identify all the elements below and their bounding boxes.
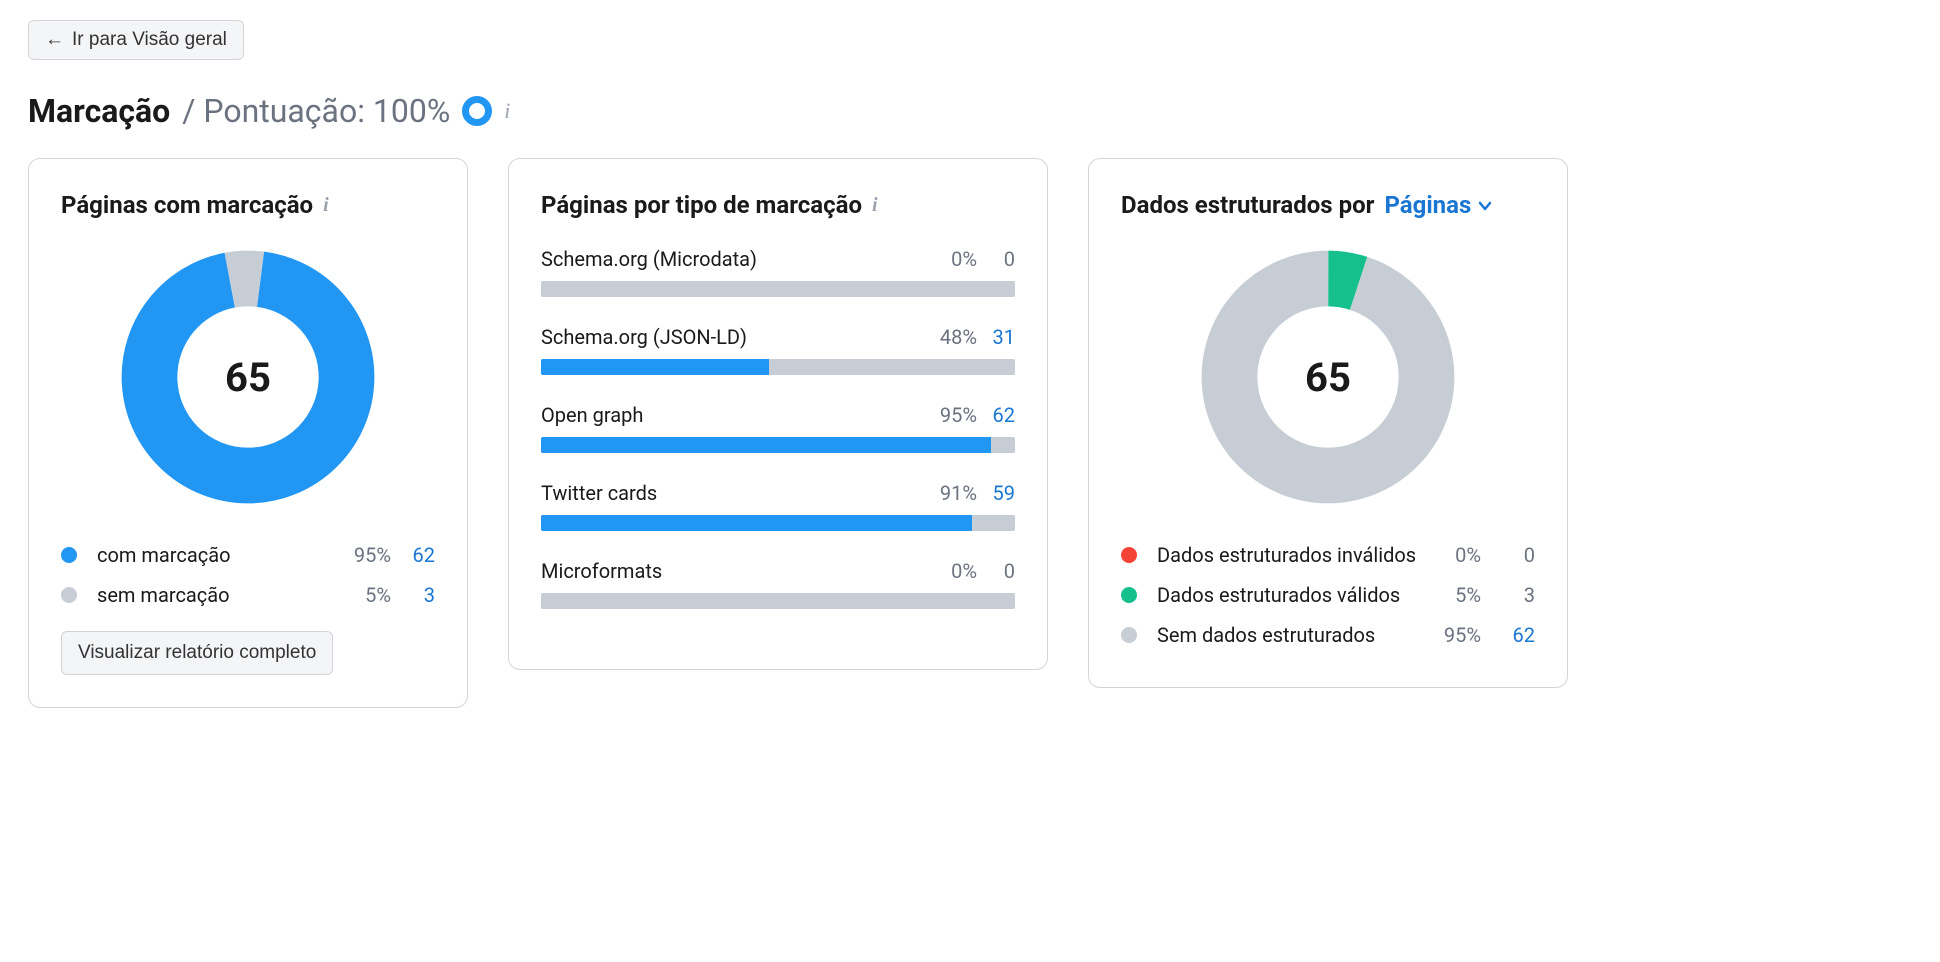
legend-label: com marcação [97, 543, 340, 567]
bar-label: Schema.org (JSON-LD) [541, 325, 747, 349]
donut-chart: 65 [1198, 247, 1458, 507]
bar-value[interactable]: 31 [991, 325, 1015, 349]
legend-label: Dados estruturados válidos [1157, 583, 1417, 607]
legend-item: sem marcação 5% 3 [61, 575, 435, 615]
legend-percent: 5% [365, 583, 391, 607]
bar-value[interactable]: 62 [991, 403, 1015, 427]
donut-center-value: 65 [118, 247, 378, 507]
bar-item: Schema.org (JSON-LD) 48% 31 [541, 325, 1015, 375]
page-title: Marcação [28, 92, 170, 130]
back-label: Ir para Visão geral [72, 29, 227, 51]
info-icon[interactable]: i [872, 194, 878, 217]
score-ring-icon [462, 96, 492, 126]
info-icon[interactable]: i [323, 194, 329, 217]
legend-item: com marcação 95% 62 [61, 535, 435, 575]
bar-label: Schema.org (Microdata) [541, 247, 757, 271]
bar-track [541, 437, 1015, 453]
card-title: Dados estruturados por Páginas [1121, 191, 1535, 219]
back-button[interactable]: ← Ir para Visão geral [28, 20, 244, 60]
legend-dot-icon [61, 587, 77, 603]
legend-percent: 5% [1431, 583, 1481, 607]
bar-item: Microformats 0% 0 [541, 559, 1015, 609]
bar-item: Open graph 95% 62 [541, 403, 1015, 453]
bar-track [541, 281, 1015, 297]
bar-item: Twitter cards 91% 59 [541, 481, 1015, 531]
bar-track [541, 359, 1015, 375]
info-icon[interactable]: i [504, 98, 510, 124]
bar-label: Microformats [541, 559, 662, 583]
bar-fill [541, 359, 769, 375]
page-score: / Pontuação: 100% [182, 92, 450, 130]
legend-label: Dados estruturados inválidos [1157, 543, 1417, 567]
legend-item: Dados estruturados inválidos 0% 0 [1121, 535, 1535, 575]
legend-value: 0 [1495, 543, 1535, 567]
bar-fill [541, 437, 991, 453]
arrow-left-icon: ← [45, 29, 64, 51]
legend-value[interactable]: 62 [405, 543, 435, 567]
bar-percent: 48% [940, 325, 977, 349]
legend-dot-icon [61, 547, 77, 563]
legend-value: 3 [1495, 583, 1535, 607]
bar-percent: 0% [951, 247, 977, 271]
card-title: Páginas com marcação i [61, 191, 435, 219]
bar-item: Schema.org (Microdata) 0% 0 [541, 247, 1015, 297]
legend-dot-icon [1121, 547, 1137, 563]
bar-percent: 0% [951, 559, 977, 583]
legend-label: sem marcação [97, 583, 351, 607]
donut-chart: 65 [118, 247, 378, 507]
donut-center-value: 65 [1198, 247, 1458, 507]
legend-dot-icon [1121, 587, 1137, 603]
bar-label: Twitter cards [541, 481, 657, 505]
legend-percent: 95% [1431, 623, 1481, 647]
pages-dropdown[interactable]: Páginas [1384, 191, 1493, 219]
card-structured-data: Dados estruturados por Páginas 65 Dados … [1088, 158, 1568, 688]
bar-fill [541, 515, 972, 531]
view-full-report-button[interactable]: Visualizar relatório completo [61, 631, 333, 675]
legend-value[interactable]: 3 [405, 583, 435, 607]
card-pages-with-markup: Páginas com marcação i 65 com marcação 95… [28, 158, 468, 708]
card-title: Páginas por tipo de marcação i [541, 191, 1015, 219]
legend-dot-icon [1121, 627, 1137, 643]
legend-item: Sem dados estruturados 95% 62 [1121, 615, 1535, 655]
bar-percent: 95% [940, 403, 977, 427]
chevron-down-icon [1477, 198, 1493, 214]
bar-label: Open graph [541, 403, 643, 427]
legend-item: Dados estruturados válidos 5% 3 [1121, 575, 1535, 615]
legend-label: Sem dados estruturados [1157, 623, 1417, 647]
legend-value[interactable]: 62 [1495, 623, 1535, 647]
bar-value: 0 [991, 247, 1015, 271]
page-header: Marcação / Pontuação: 100% i [28, 92, 1912, 130]
legend-percent: 95% [354, 543, 391, 567]
bar-value: 0 [991, 559, 1015, 583]
card-pages-by-markup-type: Páginas por tipo de marcação i Schema.or… [508, 158, 1048, 670]
bar-track [541, 593, 1015, 609]
bar-track [541, 515, 1015, 531]
bar-percent: 91% [940, 481, 977, 505]
legend-percent: 0% [1431, 543, 1481, 567]
bar-value[interactable]: 59 [991, 481, 1015, 505]
